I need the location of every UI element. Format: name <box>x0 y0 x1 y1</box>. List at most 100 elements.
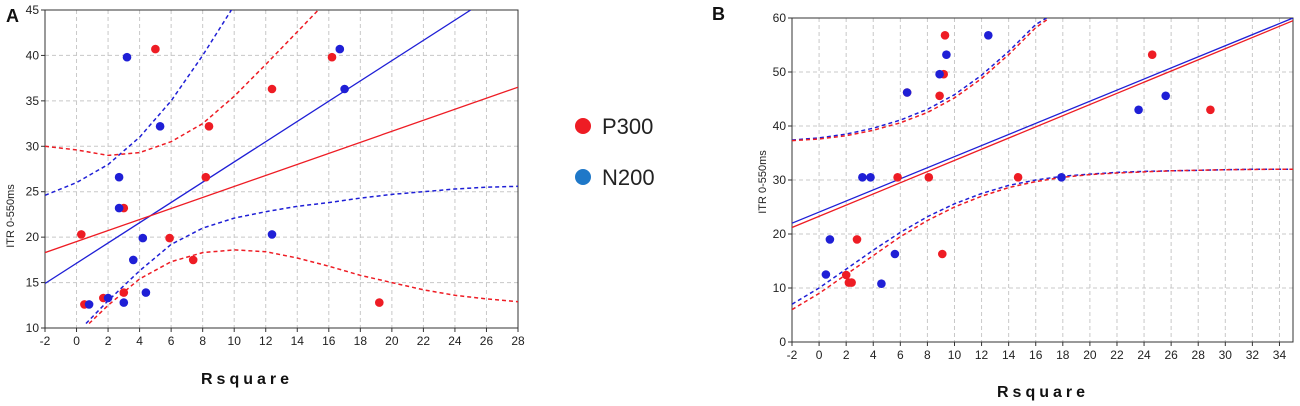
panel-a-n200-ci-lower <box>85 185 518 325</box>
panel-b-n200-point <box>1161 91 1170 101</box>
panel-a-n200-point <box>138 233 148 243</box>
panel-b-p300-point <box>924 173 934 182</box>
panel-b-p300-point <box>893 173 902 182</box>
panel-b-p300-point <box>852 235 862 244</box>
panel-b-p300-point <box>935 91 944 101</box>
panel-a-p300-fit-line <box>45 86 518 254</box>
panel-a-letter: A <box>6 6 19 26</box>
panel-b-p300-ci-lower <box>792 168 1293 311</box>
panel-a-p300-point <box>77 230 86 239</box>
panel-b-y-axis-label: ITR 0-550ms <box>757 150 769 214</box>
legend-item-n200: N200 <box>575 165 655 190</box>
panel-b-n200-point <box>890 249 900 259</box>
panel-a-y-tick-label: 40 <box>26 48 40 62</box>
panel-a-y-tick-label: 45 <box>26 3 40 17</box>
panel-a-n200-point <box>103 293 113 303</box>
panel-a-x-axis-label: Rsquare <box>201 371 293 388</box>
panel-b-n200-point <box>935 69 944 79</box>
panel-a-n200-point <box>114 172 124 182</box>
panel-b-n200-ci-lower <box>792 168 1293 305</box>
panel-b-p300-point <box>1147 50 1157 59</box>
panel-b-n200-point <box>1057 173 1066 182</box>
panel-b-letter: B <box>712 4 725 24</box>
panel-a-p300-ci-upper <box>45 10 320 157</box>
panel-a-x-tick-label: 6 <box>168 334 175 348</box>
panel-b-n200-ci-upper <box>792 18 1047 141</box>
panel-b-n200-point <box>866 173 875 182</box>
panel-a-p300-point <box>267 84 277 94</box>
panel-b-x-tick-label: 2 <box>843 348 850 362</box>
panel-b-x-tick-label: 22 <box>1110 348 1124 362</box>
panel-a-p300-point <box>201 172 211 182</box>
panel-b-x-tick-label: 30 <box>1219 348 1233 362</box>
panel-a-x-tick-label: 16 <box>322 334 336 348</box>
panel-a-n200-point <box>155 122 165 131</box>
panel-a-x-tick-label: 4 <box>136 334 143 348</box>
panel-a-n200-ci-upper <box>45 10 233 196</box>
panel-b-n200-point <box>821 270 831 279</box>
legend-label-p300: P300 <box>602 114 653 139</box>
panel-b-x-tick-label: 20 <box>1083 348 1097 362</box>
panel-b-y-tick-label: 30 <box>773 173 787 187</box>
panel-b-n200-point <box>984 31 993 40</box>
panel-a-p300-point <box>204 122 214 131</box>
panel-a-n200-point <box>114 203 124 213</box>
panel-a-n200-point <box>129 255 138 265</box>
panel-b-x-tick-label: -2 <box>787 348 798 362</box>
panel-b-p300-point <box>1206 105 1215 115</box>
panel-a-p300-point <box>327 52 337 62</box>
panel-a-n200-point <box>141 288 151 297</box>
panel-b-x-tick-label: 24 <box>1137 348 1151 362</box>
panel-b-n200-point <box>902 88 912 97</box>
panel-a-n200-fit-line <box>45 10 472 285</box>
panel-b-p300-point <box>847 278 856 287</box>
panel-b-x-tick-label: 6 <box>897 348 904 362</box>
panel-a-p300-point <box>119 288 129 297</box>
panel-a-y-tick-label: 30 <box>26 139 40 153</box>
panel-a-y-tick-label: 10 <box>26 321 40 335</box>
panel-a-x-tick-label: 18 <box>354 334 368 348</box>
panel-a-y-tick-label: 35 <box>26 94 40 108</box>
panel-b-curves <box>792 18 1293 311</box>
panel-a-n200-point <box>335 44 345 54</box>
panel-a-curves <box>45 10 518 325</box>
panel-b-x-tick-label: 32 <box>1246 348 1260 362</box>
panel-b-p300-point <box>940 31 950 40</box>
panel-b-frame <box>791 17 1294 343</box>
panel-b-y-tick-label: 40 <box>773 119 787 133</box>
panel-a-x-tick-label: 8 <box>199 334 206 348</box>
panel-b-x-tick-label: 26 <box>1164 348 1178 362</box>
legend: P300 N200 <box>575 114 655 190</box>
panel-a-n200-point <box>84 300 94 309</box>
panel-a-x-tick-label: -2 <box>40 334 51 348</box>
legend-item-p300: P300 <box>575 114 653 139</box>
panel-b-x-tick-label: 28 <box>1192 348 1206 362</box>
legend-label-n200: N200 <box>602 165 655 190</box>
panel-a-y-tick-label: 15 <box>26 276 40 290</box>
panel-b-x-tick-label: 4 <box>870 348 877 362</box>
panel-a-x-tick-label: 10 <box>228 334 242 348</box>
panel-a-frame <box>44 9 519 329</box>
panel-b-p300-point <box>1013 173 1023 182</box>
panel-b-p300-point <box>938 249 947 259</box>
panel-b-n200-point <box>1134 105 1143 115</box>
panel-b-x-tick-label: 34 <box>1273 348 1287 362</box>
panel-a-p300-ci-lower <box>88 249 518 325</box>
panel-a-n200-point <box>119 298 129 307</box>
panel-a-y-tick-label: 20 <box>26 230 40 244</box>
panel-b-x-tick-label: 10 <box>948 348 962 362</box>
panel-a-x-tick-label: 26 <box>480 334 494 348</box>
panel-a-x-tick-label: 24 <box>448 334 462 348</box>
panel-a-x-tick-label: 14 <box>291 334 305 348</box>
panel-b-n200-point <box>942 50 951 59</box>
legend-marker-n200 <box>575 169 591 185</box>
panel-a-p300-point <box>188 255 198 265</box>
panel-b-x-axis-label: Rsquare <box>997 384 1089 401</box>
legend-marker-p300 <box>575 118 591 134</box>
panel-b-y-tick-label: 20 <box>773 227 787 241</box>
panel-a-x-tick-label: 2 <box>105 334 112 348</box>
panel-a-p300-point <box>165 233 174 243</box>
panel-b-y-tick-label: 0 <box>779 335 786 349</box>
panel-a-plot-area: -2 0 2 4 6 8 10 12 14 16 18 20 22 24 26 281015202530354… <box>26 3 525 348</box>
